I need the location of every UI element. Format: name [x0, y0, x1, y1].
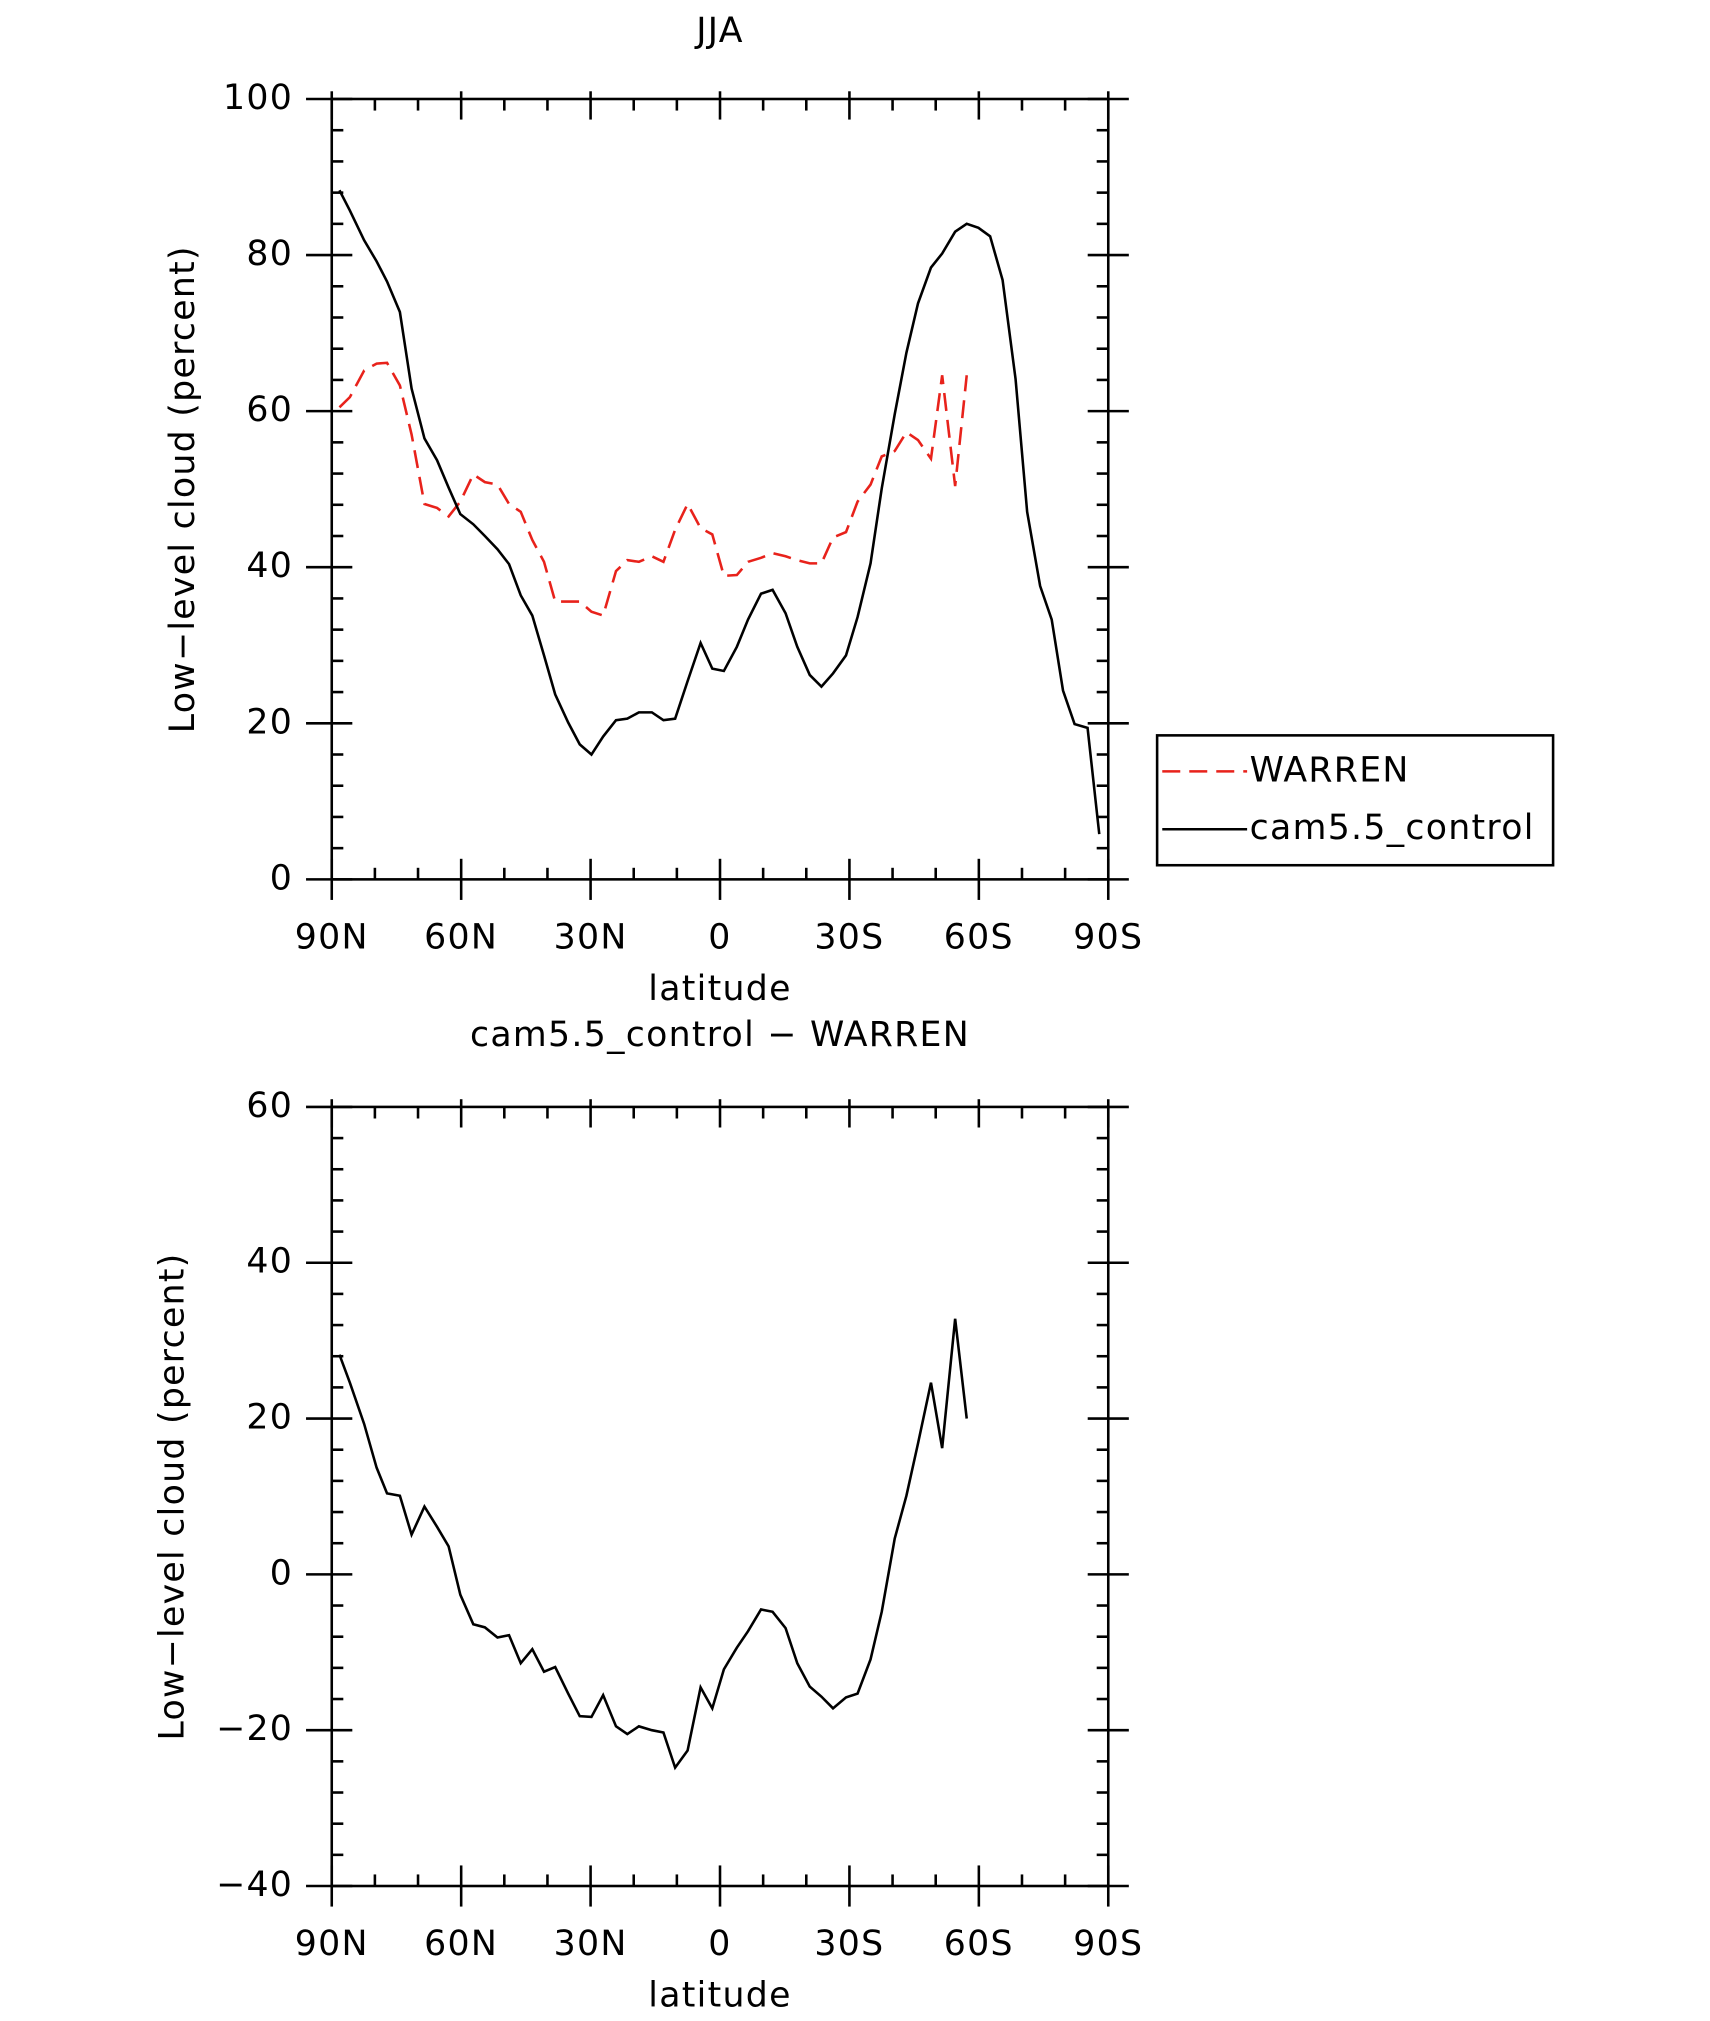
y-axis-label: Low−level cloud (percent): [163, 245, 203, 733]
x-tick-label: 90S: [1073, 1924, 1143, 1964]
x-tick-label: 0: [708, 1924, 731, 1964]
legend-label: WARREN: [1250, 750, 1410, 790]
x-tick-label: 60N: [424, 1924, 498, 1964]
y-tick-label: 100: [223, 78, 293, 118]
x-tick-label: 90S: [1073, 918, 1143, 958]
legend-box: [1155, 734, 1555, 867]
x-tick-label: 30S: [814, 918, 884, 958]
x-axis-label: latitude: [648, 969, 791, 1009]
series-line: [338, 361, 968, 618]
x-tick-label: 30N: [554, 918, 628, 958]
y-tick-label: 40: [246, 546, 293, 586]
y-tick-label: 80: [246, 234, 293, 274]
x-tick-label: 60S: [944, 1924, 1014, 1964]
x-tick-label: 90N: [295, 918, 369, 958]
x-tick-label: 30N: [554, 1924, 628, 1964]
series-line: [338, 1318, 968, 1771]
y-tick-label: −40: [216, 1865, 293, 1905]
y-tick-label: 60: [246, 1086, 293, 1126]
chart-title: JJA: [694, 11, 743, 51]
y-tick-label: −20: [216, 1709, 293, 1749]
y-tick-label: 60: [246, 390, 293, 430]
x-tick-label: 90N: [295, 1924, 369, 1964]
chart-title: cam5.5_control − WARREN: [470, 1015, 970, 1055]
x-axis-label: latitude: [648, 1976, 791, 2016]
x-tick-label: 60S: [944, 918, 1014, 958]
legend-label: cam5.5_control: [1250, 808, 1535, 848]
series-line: [338, 189, 1101, 835]
plot-frame: [330, 1105, 1110, 1888]
y-axis-label: Low−level cloud (percent): [153, 1252, 193, 1740]
y-tick-label: 0: [270, 1553, 293, 1593]
y-tick-label: 20: [246, 1398, 293, 1438]
x-tick-label: 60N: [424, 918, 498, 958]
x-tick-label: 0: [708, 918, 731, 958]
y-tick-label: 20: [246, 702, 293, 742]
y-tick-label: 40: [246, 1242, 293, 1282]
x-tick-label: 30S: [814, 1924, 884, 1964]
y-tick-label: 0: [270, 858, 293, 898]
